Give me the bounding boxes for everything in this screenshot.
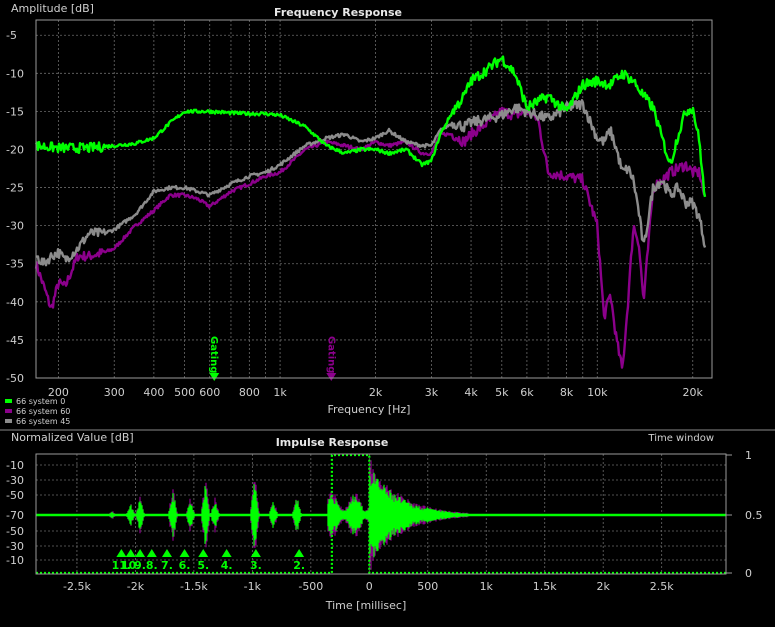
gating-label: Gating (208, 336, 219, 373)
frequency-ylabel: Amplitude [dB] (11, 2, 94, 15)
reflection-marker-label: 6. (179, 559, 191, 572)
impulse-right-ytick: 0 (745, 567, 752, 580)
frequency-legend[interactable]: 66 system 0 66 system 60 66 system 45 (5, 397, 70, 426)
reflection-marker (161, 549, 172, 557)
legend-swatch (5, 409, 12, 413)
frequency-plot-frame (35, 19, 713, 379)
reflection-marker-label: 11. (112, 559, 132, 572)
legend-label: 66 system 60 (16, 407, 70, 416)
frequency-xtick: 600 (199, 386, 220, 399)
reflection-marker-label: 2. (293, 559, 305, 572)
reflection-marker-label: 10. (121, 559, 141, 572)
gating-annotations: Gating Gating (208, 336, 337, 381)
impulse-xtick: -2k (127, 580, 145, 593)
frequency-xtick: 8k (560, 386, 574, 399)
impulse-ytick: -10 (6, 554, 24, 567)
frequency-xtick: 1k (273, 386, 287, 399)
frequency-xtick: 10k (587, 386, 608, 399)
impulse-ytick: -50 (6, 489, 24, 502)
impulse-xtick: 1.5k (533, 580, 557, 593)
frequency-xtick: 6k (520, 386, 534, 399)
frequency-xtick: 4k (464, 386, 478, 399)
reflection-marker-label: 3. (250, 559, 262, 572)
frequency-xtick: 20k (683, 386, 704, 399)
frequency-ytick: -35 (6, 258, 24, 271)
legend-label: 66 system 45 (16, 417, 70, 426)
reflection-marker (250, 549, 261, 557)
frequency-xtick: 3k (425, 386, 439, 399)
impulse-ytick: -30 (6, 474, 24, 487)
frequency-series-group (34, 55, 707, 369)
impulse-xtick: 2.5k (650, 580, 674, 593)
impulse-xtick: -1k (244, 580, 262, 593)
time-window-label: Time window (647, 433, 714, 444)
reflection-marker (198, 549, 209, 557)
frequency-xtick: 5k (495, 386, 509, 399)
reflection-marker (125, 549, 136, 557)
frequency-ytick: -5 (6, 29, 17, 42)
frequency-ytick: -45 (6, 334, 24, 347)
impulse-xtick: 500 (417, 580, 438, 593)
frequency-xtick: 200 (48, 386, 69, 399)
frequency-xtick: 500 (174, 386, 195, 399)
legend-label: 66 system 0 (16, 397, 65, 406)
gating-marker (326, 373, 337, 381)
frequency-xtick: 800 (239, 386, 260, 399)
reflection-marker-label: 8. (146, 559, 158, 572)
impulse-ytick: -30 (6, 540, 24, 553)
impulse-ytick: -10 (6, 459, 24, 472)
impulse-ylabel: Normalized Value [dB] (11, 431, 134, 444)
reflection-marker (221, 549, 232, 557)
reflection-marker (146, 549, 157, 557)
reflection-marker-label: 7. (161, 559, 173, 572)
impulse-title: Impulse Response (276, 436, 389, 449)
frequency-series-line (34, 55, 707, 198)
frequency-ytick: -30 (6, 220, 24, 233)
reflection-marker (116, 549, 127, 557)
frequency-ytick: -50 (6, 372, 24, 385)
frequency-series-line (34, 106, 706, 369)
impulse-xlabel: Time [millisec] (325, 599, 407, 612)
frequency-xtick: 2k (369, 386, 383, 399)
impulse-xtick: 1k (480, 580, 494, 593)
frequency-ytick: -15 (6, 105, 24, 118)
reflection-marker (179, 549, 190, 557)
reflection-marker-label: 5. (197, 559, 209, 572)
impulse-xtick: -500 (298, 580, 323, 593)
impulse-xtick: -2.5k (63, 580, 91, 593)
impulse-ytick: -50 (6, 525, 24, 538)
frequency-ytick: -20 (6, 143, 24, 156)
impulse-plot-frame (35, 453, 727, 575)
frequency-series-line (35, 99, 707, 267)
time-window-line (36, 453, 726, 575)
frequency-title: Frequency Response (274, 6, 402, 19)
impulse-xtick: 2k (597, 580, 611, 593)
impulse-right-ytick: 1 (745, 449, 752, 462)
frequency-xtick: 400 (143, 386, 164, 399)
impulse-right-ytick: 0.5 (745, 509, 763, 522)
frequency-tick-labels: -5 -10 -15 -20 -25 -30 -35 -40 -45 -50 200 300 400 50… (6, 29, 704, 399)
frequency-ytick: -10 (6, 67, 24, 80)
gating-marker (209, 373, 220, 381)
reflection-marker (135, 549, 146, 557)
reflection-marker-label: 4. (221, 559, 233, 572)
reflection-marker (294, 549, 305, 557)
frequency-ytick: -25 (6, 182, 24, 195)
gating-label: Gating (325, 336, 336, 373)
impulse-ytick: -70 (6, 509, 24, 522)
reflection-markers: 11.10.9. 8. 7. 6. 5. 4. 3. 2. (112, 549, 305, 572)
impulse-xtick: 0 (366, 580, 373, 593)
impulse-xtick: -1.5k (180, 580, 208, 593)
reflection-marker-label: 9. (134, 559, 146, 572)
frequency-xtick: 300 (104, 386, 125, 399)
legend-swatch (5, 419, 12, 423)
frequency-ytick: -40 (6, 296, 24, 309)
legend-swatch (5, 399, 12, 403)
frequency-xlabel: Frequency [Hz] (328, 403, 411, 416)
impulse-series-group (36, 453, 726, 575)
